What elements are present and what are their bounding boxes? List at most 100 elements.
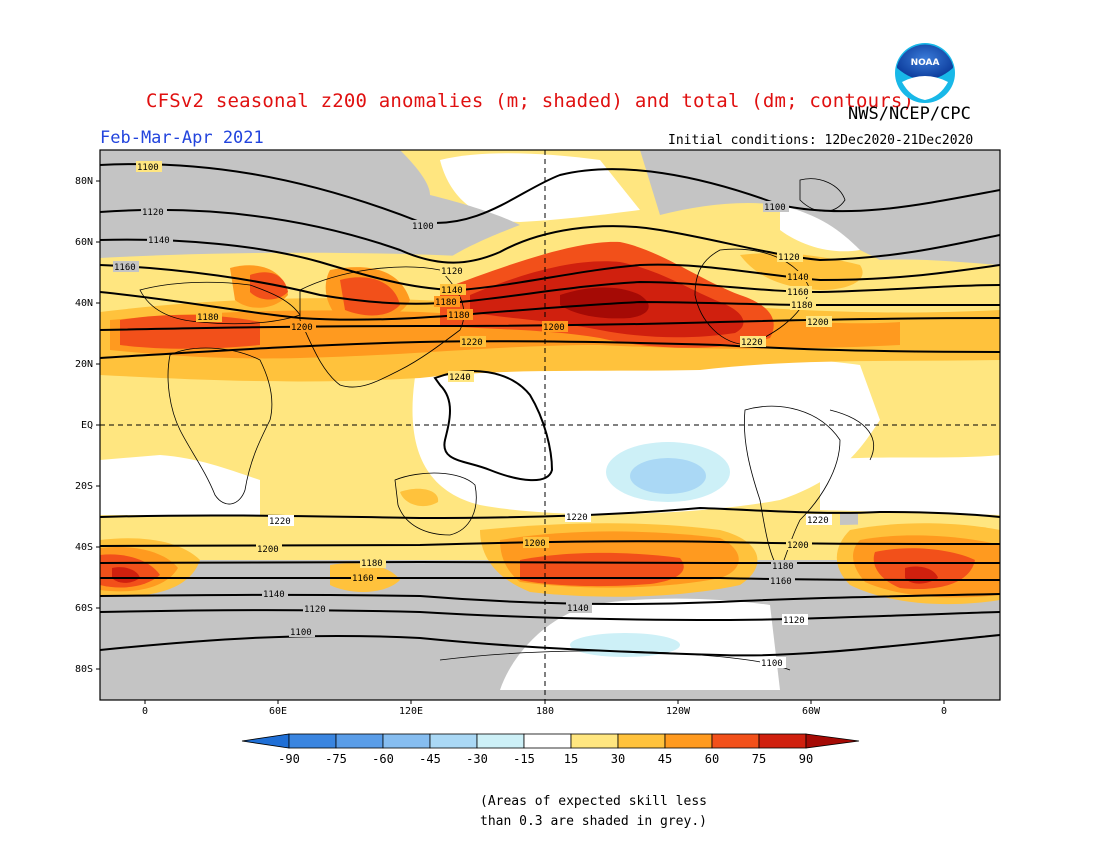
contour-label: 1140 [787, 273, 809, 283]
contour-label: 1140 [441, 286, 463, 296]
colorbar-swatch [711, 733, 760, 749]
contour-label: 1180 [435, 298, 457, 308]
footnote-line-1: (Areas of expected skill less [480, 794, 707, 809]
colorbar-swatch [288, 733, 337, 749]
contour-label: 1180 [791, 301, 813, 311]
contour-label: 1100 [761, 659, 783, 669]
colorbar-tick-label: -30 [466, 752, 488, 766]
contour-1180-south [100, 560, 1000, 565]
contour-label: 1120 [441, 267, 463, 277]
longitude-axis [144, 700, 945, 704]
colorbar-swatch [523, 733, 572, 749]
lon-label: 60W [802, 706, 821, 717]
darkest-red-regions [560, 287, 649, 319]
contour-label-boxes [113, 161, 832, 668]
footnote-line-2: than 0.3 are shaded in grey.) [480, 814, 707, 829]
colorbar-swatch [758, 733, 807, 749]
lon-label: 0 [941, 706, 947, 717]
colorbar-swatch [617, 733, 666, 749]
contour-1120-south [100, 609, 1000, 622]
lat-label: 40S [75, 542, 93, 553]
contour-1120-north [100, 208, 1000, 264]
contour-label: 1180 [361, 559, 383, 569]
latitude-axis [96, 180, 100, 670]
contour-label: 1220 [269, 517, 291, 527]
noaa-logo-text: NOAA [911, 58, 940, 68]
contour-label: 1160 [114, 263, 136, 273]
colorbar-swatch [382, 733, 431, 749]
colorbar [241, 733, 860, 749]
lat-label: 40N [75, 298, 93, 309]
height-contours [100, 163, 1000, 657]
skill-footnote: (Areas of expected skill less than 0.3 a… [480, 792, 707, 832]
contour-label: 1120 [304, 605, 326, 615]
colorbar-tick-label: 60 [705, 752, 719, 766]
contour-label: 1200 [524, 539, 546, 549]
contour-1100-north [100, 163, 1000, 225]
contour-1180-north [100, 291, 1000, 321]
colorbar-swatch [664, 733, 713, 749]
colorbar-tick-label: -60 [372, 752, 394, 766]
colorbar-tick-label: -90 [278, 752, 300, 766]
contour-label: 1200 [543, 323, 565, 333]
contour-1220-north [100, 340, 1000, 359]
lat-label: 20N [75, 359, 93, 370]
contour-label: 1200 [787, 541, 809, 551]
contour-1160-south [100, 576, 1000, 581]
lat-label: 80N [75, 176, 93, 187]
contour-1140-south [100, 593, 1000, 605]
colorbar-tick-label: -75 [325, 752, 347, 766]
contour-1100-south [100, 634, 1000, 657]
season-label: Feb-Mar-Apr 2021 [100, 128, 264, 148]
lat-label: 60N [75, 237, 93, 248]
contour-label: 1240 [449, 373, 471, 383]
contour-label: 1200 [291, 323, 313, 333]
contour-label: 1220 [566, 513, 588, 523]
colorbar-tick-label: 90 [799, 752, 813, 766]
colorbar-labels: -90 -75 -60 -45 -30 -15 15 30 45 60 75 9… [278, 752, 813, 766]
contour-label: 1120 [783, 616, 805, 626]
lon-label: 180 [536, 706, 554, 717]
contour-label: 1160 [352, 574, 374, 584]
longitude-labels: 0 60E 120E 180 120W 60W 0 [142, 706, 947, 717]
lon-label: 0 [142, 706, 148, 717]
contour-1240 [433, 370, 554, 482]
contour-label: 1120 [142, 208, 164, 218]
contour-label: 1160 [770, 577, 792, 587]
colorbar-tick-label: -15 [513, 752, 535, 766]
contour-label: 1220 [807, 516, 829, 526]
colorbar-left-arrow [241, 733, 290, 749]
colorbar-tick-label: 75 [752, 752, 766, 766]
contour-label: 1100 [290, 628, 312, 638]
contour-label: 1100 [764, 203, 786, 213]
contour-label: 1180 [448, 311, 470, 321]
noaa-logo: NOAA [895, 43, 955, 103]
agency-label: NWS/NCEP/CPC [848, 104, 971, 124]
contour-label: 1140 [148, 236, 170, 246]
contour-label: 1140 [263, 590, 285, 600]
contour-label: 1180 [197, 313, 219, 323]
contour-1200-south [100, 540, 1000, 547]
map-area: 1100 1120 1140 1160 1180 1200 1100 1120 … [100, 150, 1000, 700]
colorbar-swatch [476, 733, 525, 749]
contour-label: 1180 [772, 562, 794, 572]
contour-label: 1200 [807, 318, 829, 328]
lon-label: 120W [666, 706, 691, 717]
lon-label: 120E [399, 706, 423, 717]
contour-label: 1200 [257, 545, 279, 555]
lat-label: EQ [81, 420, 93, 431]
blue-anomaly-regions [570, 442, 730, 657]
colorbar-swatch [335, 733, 384, 749]
lat-label: 20S [75, 481, 93, 492]
colorbar-tick-label: -45 [419, 752, 441, 766]
contour-label: 1120 [778, 253, 800, 263]
colorbar-tick-label: 30 [611, 752, 625, 766]
lat-label: 80S [75, 664, 93, 675]
latitude-labels: 80N 60N 40N 20N EQ 20S 40S 60S 80S [75, 176, 93, 675]
contour-label: 1100 [137, 163, 159, 173]
colorbar-tick-label: 45 [658, 752, 672, 766]
contour-label: 1160 [787, 288, 809, 298]
contour-label: 1220 [741, 338, 763, 348]
contour-1160-north [100, 264, 1000, 305]
